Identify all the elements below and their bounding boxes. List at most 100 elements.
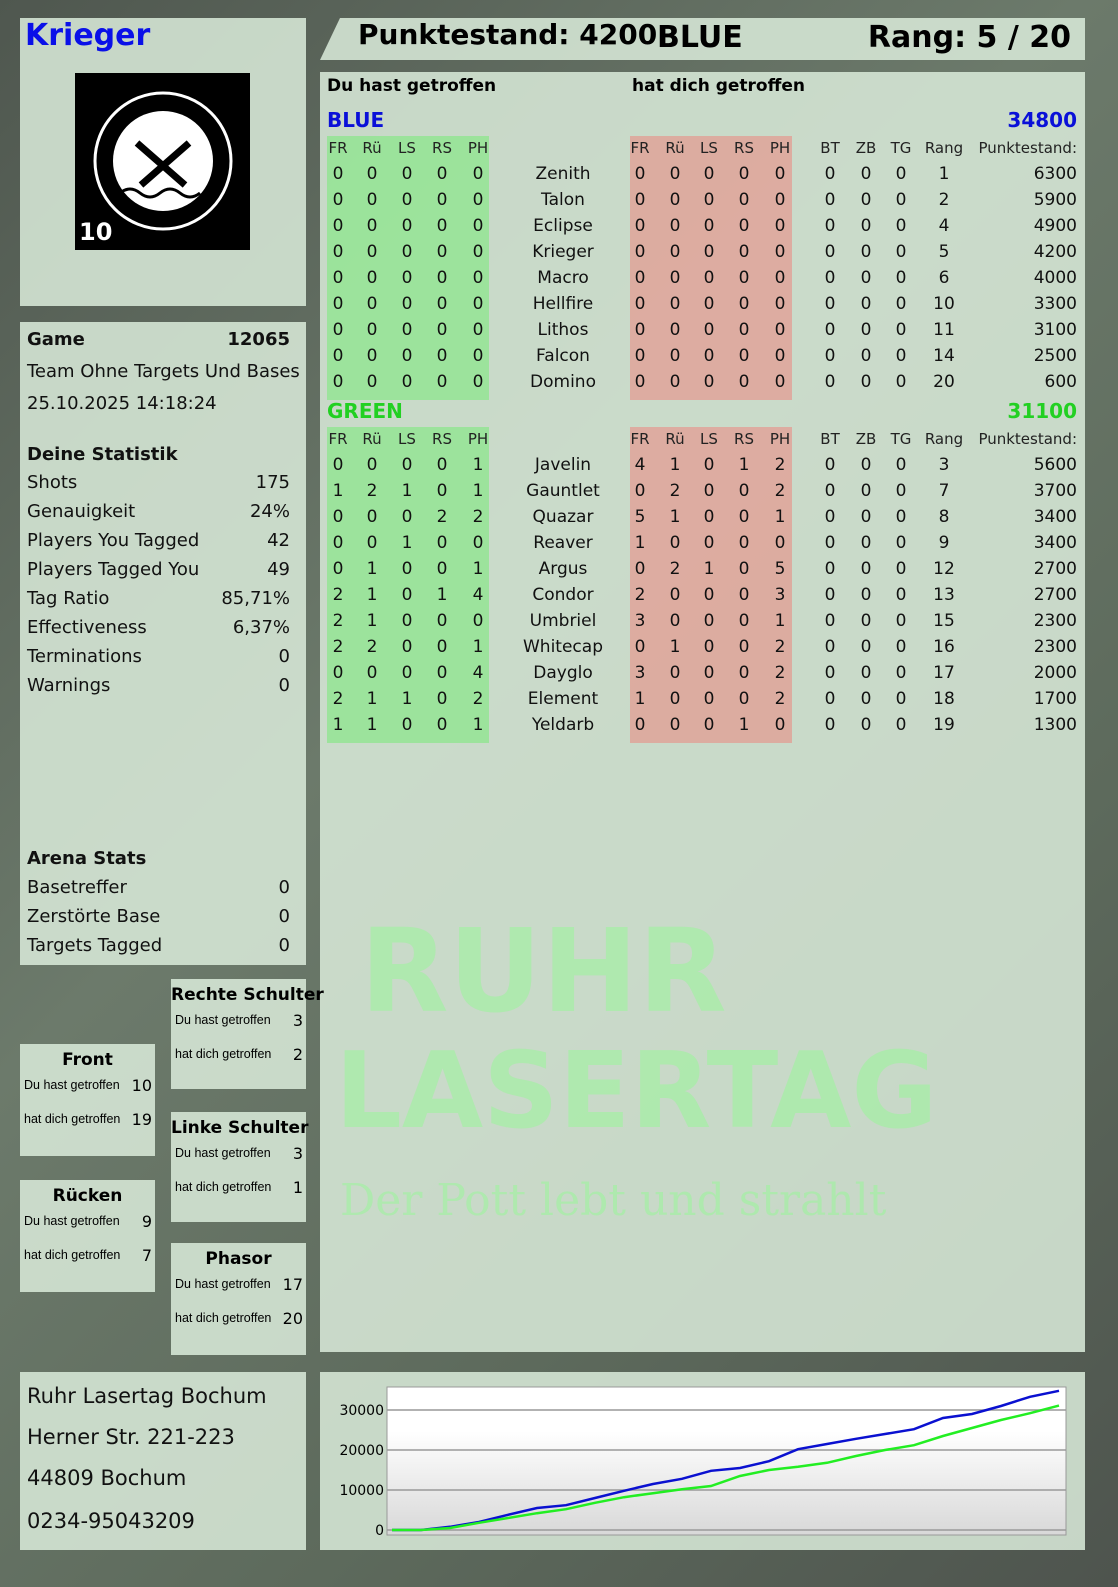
column-header: Rü — [362, 139, 382, 157]
column-header: LS — [700, 430, 718, 448]
hit-you-value: 2 — [774, 455, 786, 475]
hit-you-value: 1 — [774, 611, 786, 631]
stat-value: 0 — [860, 242, 872, 262]
hit-you-value: 0 — [669, 533, 681, 553]
you-hit-value: 0 — [436, 455, 448, 475]
arena-label: Targets Tagged — [27, 935, 163, 956]
column-header: FR — [328, 139, 348, 157]
column-header: PH — [769, 139, 791, 157]
hit-you-value: 0 — [634, 715, 646, 735]
hit-you-value: 5 — [774, 559, 786, 579]
you-hit-value: 2 — [332, 611, 344, 631]
hit-you-value: 2 — [669, 481, 681, 501]
hit-you-value: 0 — [738, 164, 750, 184]
stats-panel: Game 12065 Team Ohne Targets Und Bases 2… — [20, 322, 306, 965]
you-hit-value: 0 — [366, 533, 378, 553]
you-hit-value: 0 — [332, 216, 344, 236]
you-hit-value: 4 — [472, 585, 484, 605]
hit-you-value: 0 — [703, 637, 715, 657]
hit-you-value: 0 — [703, 268, 715, 288]
you-hit-column-bg — [327, 136, 489, 400]
hit-you-value: 0 — [669, 190, 681, 210]
hit-you-value: 3 — [634, 611, 646, 631]
stat-value: 1 — [938, 164, 950, 184]
you-hit-value: 1 — [472, 637, 484, 657]
y-tick-label: 0 — [375, 1523, 384, 1539]
you-hit-value: 1 — [366, 585, 378, 605]
player-score: 2300 — [1033, 611, 1077, 631]
player-score: 4000 — [1033, 268, 1077, 288]
you-hit-value: 1 — [401, 533, 413, 553]
you-hit-value: 0 — [401, 611, 413, 631]
hit-you-value: 0 — [669, 294, 681, 314]
address-panel: Ruhr Lasertag Bochum Herner Str. 221-223… — [20, 1372, 306, 1550]
hit-you-column-bg — [630, 136, 792, 400]
stat-value: 0 — [895, 320, 907, 340]
hit-you-value: 0 — [738, 611, 750, 631]
hit-you-value: 0 — [738, 689, 750, 709]
you-hit-value: 0 — [332, 559, 344, 579]
stat-value: 6 — [938, 268, 950, 288]
hit-zone-title: Rücken — [52, 1186, 123, 1206]
column-header: Rü — [665, 430, 685, 448]
column-header: Punktestand: — [978, 139, 1077, 157]
column-header: ZB — [855, 139, 877, 157]
hit-you-value: 2 — [774, 637, 786, 657]
you-hit-value: 0 — [472, 611, 484, 631]
stat-value: 0 — [860, 294, 872, 314]
stat-value: 0 — [824, 346, 836, 366]
hit-you-value: 0 — [703, 372, 715, 392]
header-bar: Punktestand: 4200 BLUE Rang: 5 / 20 — [320, 18, 1085, 60]
hit-zone-box: Front Du hast getroffen 10 hat dich getroff… — [20, 1044, 155, 1156]
y-tick-label: 20000 — [339, 1443, 384, 1459]
stat-value: 175 — [255, 472, 290, 493]
player-score: 2000 — [1033, 663, 1077, 683]
you-hit-value: 1 — [472, 481, 484, 501]
stat-value: 0 — [860, 507, 872, 527]
hit-you-value: 2 — [774, 481, 786, 501]
you-hit-value: 0 — [436, 242, 448, 262]
column-header: Rü — [362, 430, 382, 448]
hit-you-value: 1 — [634, 689, 646, 709]
hit-you-value: 0 — [738, 346, 750, 366]
stat-value: 0 — [824, 294, 836, 314]
hit-you-value: 0 — [738, 559, 750, 579]
hit-you-value: 0 — [634, 372, 646, 392]
hit-you-value: 0 — [634, 242, 646, 262]
stat-value: 0 — [895, 533, 907, 553]
you-hit-value: 0 — [366, 372, 378, 392]
y-tick-label: 30000 — [339, 1403, 384, 1419]
hit-you-value: 2 — [669, 559, 681, 579]
player-name-cell: Gauntlet — [526, 481, 600, 501]
arena-value: 0 — [278, 935, 290, 956]
stat-value: 19 — [933, 715, 955, 735]
stat-value: 0 — [824, 242, 836, 262]
stat-value: 0 — [860, 481, 872, 501]
stat-value: 11 — [933, 320, 955, 340]
hit-you-value: 0 — [703, 715, 715, 735]
stat-value: 0 — [860, 320, 872, 340]
hit-you-value: 0 — [774, 268, 786, 288]
venue-city: 44809 Bochum — [27, 1466, 187, 1490]
hit-zone-box: Rechte Schulter Du hast getroffen 3 hat dic… — [171, 979, 324, 1089]
column-header: Rü — [665, 139, 685, 157]
column-header: FR — [328, 430, 348, 448]
hit-you-value: 1 — [669, 507, 681, 527]
you-hit-label: Du hast getroffen — [175, 1146, 271, 1160]
you-hit-value: 0 — [366, 190, 378, 210]
hit-you-value: 0 — [738, 507, 750, 527]
you-hit-value: 0 — [436, 559, 448, 579]
column-header: RS — [734, 139, 754, 157]
hit-you-value: 0 — [634, 637, 646, 657]
blue-team-line — [392, 1389, 1060, 1532]
stat-value: 0 — [895, 611, 907, 631]
you-hit-value: 0 — [366, 242, 378, 262]
stat-value: 0 — [895, 216, 907, 236]
hit-you-value: 0 — [669, 346, 681, 366]
column-header: ZB — [855, 430, 877, 448]
you-hit-value: 1 — [366, 559, 378, 579]
player-name-cell: Umbriel — [529, 611, 597, 631]
hit-you-value: 0 — [669, 268, 681, 288]
hit-you-value: 0 — [669, 715, 681, 735]
you-hit-count: 9 — [141, 1212, 152, 1231]
